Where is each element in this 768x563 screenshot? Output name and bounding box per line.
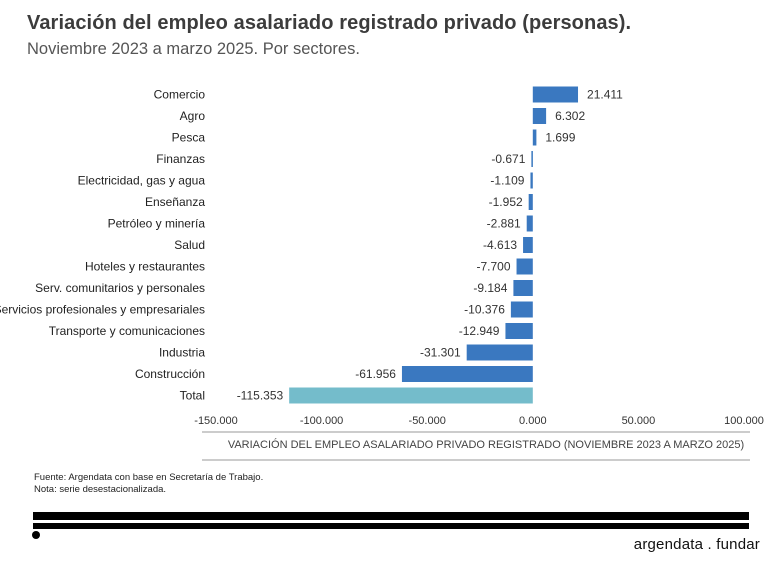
x-tick-label: 0.000 (519, 415, 547, 427)
bar (516, 258, 533, 275)
value-label: -61.956 (355, 367, 396, 381)
category-label: Total (180, 389, 205, 403)
value-label: -115.353 (237, 389, 284, 403)
category-label: Hoteles y restaurantes (85, 260, 205, 274)
x-axis-title: VARIACIÓN DEL EMPLEO ASALARIADO PRIVADO … (228, 438, 744, 451)
category-label: Serv. comunitarios y personales (35, 281, 205, 295)
bar (528, 194, 533, 210)
value-label: -2.881 (487, 217, 521, 231)
chart-notes: Fuente: Argendata con base en Secretaría… (34, 472, 263, 496)
bar (401, 366, 533, 382)
brand-name-left: argendata (633, 536, 704, 553)
value-label: -7.700 (477, 260, 511, 274)
series-note: Nota: serie desestacionalizada. (34, 484, 167, 495)
bar (466, 344, 533, 361)
bar (289, 387, 533, 404)
value-label: 21.411 (587, 88, 623, 102)
category-label: Enseñanza (145, 195, 205, 209)
category-label: Comercio (154, 88, 206, 102)
category-label: Transporte y comunicaciones (49, 324, 205, 338)
category-label: Industria (159, 346, 205, 360)
value-label: -0.671 (491, 152, 525, 166)
chart-title: Variación del empleo asalariado registra… (27, 12, 632, 34)
footer-rule-bottom (33, 523, 749, 529)
x-tick-label: -150.000 (194, 415, 237, 427)
value-label: -10.376 (464, 303, 505, 317)
bar (532, 129, 537, 146)
bar (532, 86, 579, 103)
brand-name-right: fundar (716, 536, 760, 553)
x-tick-label: -50.000 (409, 415, 446, 427)
category-label: Finanzas (156, 152, 205, 166)
value-label: -31.301 (420, 346, 461, 360)
value-label: -1.109 (490, 174, 524, 188)
category-label: Agro (180, 109, 206, 123)
category-label: Petróleo y minería (108, 217, 206, 231)
x-tick-label: 50.000 (622, 415, 656, 427)
bar (513, 280, 533, 296)
value-label: 6.302 (555, 109, 585, 123)
bar (523, 237, 533, 253)
category-label: Servicios profesionales y empresariales (0, 303, 205, 317)
bar-chart: Comercio 21.411 Agro 6.302 Pesca 1.699 Finanza… (0, 86, 764, 461)
bar (532, 108, 547, 124)
bar (531, 151, 533, 167)
bar (530, 172, 533, 189)
value-label: -12.949 (459, 324, 500, 338)
category-label: Pesca (172, 131, 206, 145)
category-label: Construcción (135, 367, 205, 381)
bar (505, 323, 533, 339)
value-label: -1.952 (489, 195, 523, 209)
value-label: -9.184 (473, 281, 507, 295)
brand-separator: . (707, 536, 712, 553)
footer-dot (32, 531, 40, 539)
category-label: Electricidad, gas y agua (78, 174, 206, 188)
footer-rule-top (33, 512, 749, 520)
value-label: -4.613 (483, 238, 517, 252)
value-label: 1.699 (545, 131, 575, 145)
source-note: Fuente: Argendata con base en Secretaría… (34, 472, 264, 483)
category-label: Salud (174, 238, 205, 252)
bar (526, 215, 533, 232)
x-tick-label: 100.000 (724, 415, 764, 427)
brand-logo: argendata . fundar (634, 536, 760, 553)
chart-subtitle: Noviembre 2023 a marzo 2025. Por sectore… (27, 40, 360, 58)
x-tick-label: -100.000 (300, 415, 343, 427)
bar (510, 301, 533, 318)
